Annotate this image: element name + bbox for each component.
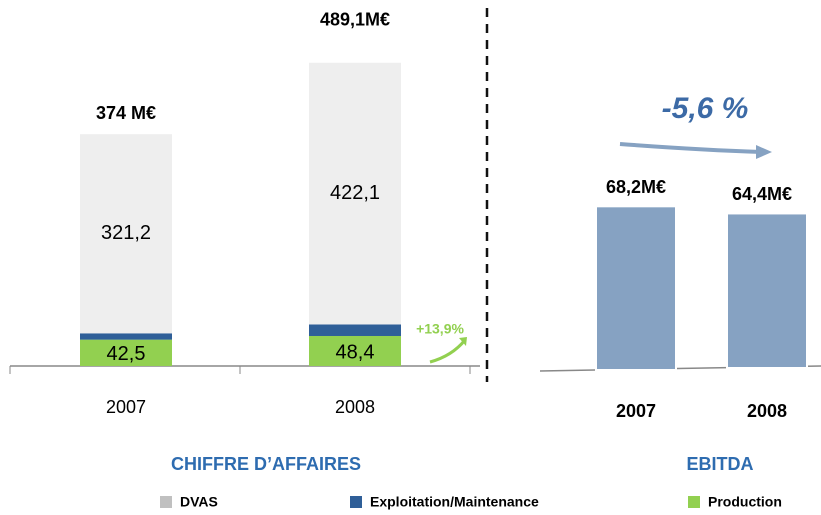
value-label: 422,1 <box>330 182 380 204</box>
x-tick-label: 2007 <box>106 397 146 417</box>
legend-label: Exploitation/Maintenance <box>370 494 539 510</box>
legend-swatch <box>160 496 172 508</box>
bar-segment <box>80 339 172 366</box>
bar <box>726 212 808 369</box>
x-tick-label: 2007 <box>616 401 656 421</box>
value-label: 42,5 <box>107 343 146 365</box>
value-label: 64,4M€ <box>732 184 792 204</box>
x-tick-label: 2008 <box>335 397 375 417</box>
value-label: 68,2M€ <box>606 177 666 197</box>
bar-segment <box>80 134 172 334</box>
total-label: 489,1M€ <box>320 10 390 30</box>
legend-swatch <box>688 496 700 508</box>
bar-segment <box>309 324 401 336</box>
trend-arrow <box>619 142 763 154</box>
value-label: 48,4 <box>336 341 375 363</box>
value-label: 321,2 <box>101 222 151 244</box>
bar-segment <box>80 333 172 340</box>
trend-arrow-head <box>756 145 772 159</box>
growth-arrow <box>429 339 467 364</box>
x-tick-label: 2008 <box>747 401 787 421</box>
growth-arrow-head <box>459 337 467 346</box>
annotation: +13,9% <box>416 321 464 337</box>
legend-label: Production <box>708 494 782 510</box>
bar-segment <box>309 335 401 366</box>
bar-segment <box>309 62 401 325</box>
legend-swatch <box>350 496 362 508</box>
legend-label: DVAS <box>180 494 218 510</box>
chart-title: EBITDA <box>687 454 754 474</box>
bar <box>595 205 677 371</box>
total-label: 374 M€ <box>96 103 156 123</box>
annotation: -5,6 % <box>662 92 749 125</box>
chart-title: CHIFFRE D’AFFAIRES <box>171 454 361 474</box>
